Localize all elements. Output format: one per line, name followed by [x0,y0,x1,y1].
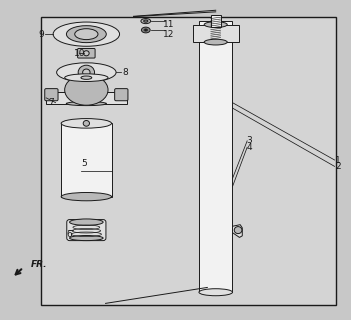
Text: 5: 5 [82,159,87,168]
Bar [61,123,112,197]
Ellipse shape [61,193,112,201]
Ellipse shape [66,101,106,106]
FancyBboxPatch shape [45,89,58,101]
Circle shape [83,121,90,126]
Ellipse shape [82,69,90,76]
Text: 10: 10 [74,49,85,58]
FancyBboxPatch shape [115,89,128,101]
Ellipse shape [199,289,232,296]
Text: 4: 4 [246,143,252,152]
Ellipse shape [65,75,108,105]
Polygon shape [232,225,242,237]
Bar [193,25,239,42]
Ellipse shape [81,76,92,79]
Ellipse shape [66,90,106,94]
Text: 2: 2 [335,162,341,171]
FancyBboxPatch shape [67,220,106,241]
Text: 12: 12 [163,30,174,39]
Ellipse shape [75,29,98,40]
Ellipse shape [144,20,148,22]
Text: 3: 3 [246,136,252,145]
Ellipse shape [141,27,150,33]
Text: 8: 8 [122,68,128,77]
Text: 11: 11 [163,20,174,29]
Circle shape [234,227,242,234]
Bar [199,21,232,292]
Ellipse shape [69,219,103,225]
FancyBboxPatch shape [78,49,95,58]
Ellipse shape [53,22,120,46]
Ellipse shape [204,22,227,28]
Ellipse shape [61,119,112,128]
Text: 1: 1 [335,156,341,164]
Bar [46,92,127,104]
Ellipse shape [144,29,147,31]
Ellipse shape [204,39,227,45]
Ellipse shape [141,19,151,24]
Ellipse shape [66,26,106,43]
Ellipse shape [69,236,103,241]
Ellipse shape [57,63,116,82]
Text: 9: 9 [38,30,44,39]
Text: FR.: FR. [31,260,47,269]
Ellipse shape [65,74,108,82]
Ellipse shape [78,65,94,80]
Bar [211,15,220,27]
Text: 6: 6 [66,230,72,239]
Text: 7: 7 [48,98,54,107]
Bar [41,17,336,305]
Circle shape [84,51,89,56]
